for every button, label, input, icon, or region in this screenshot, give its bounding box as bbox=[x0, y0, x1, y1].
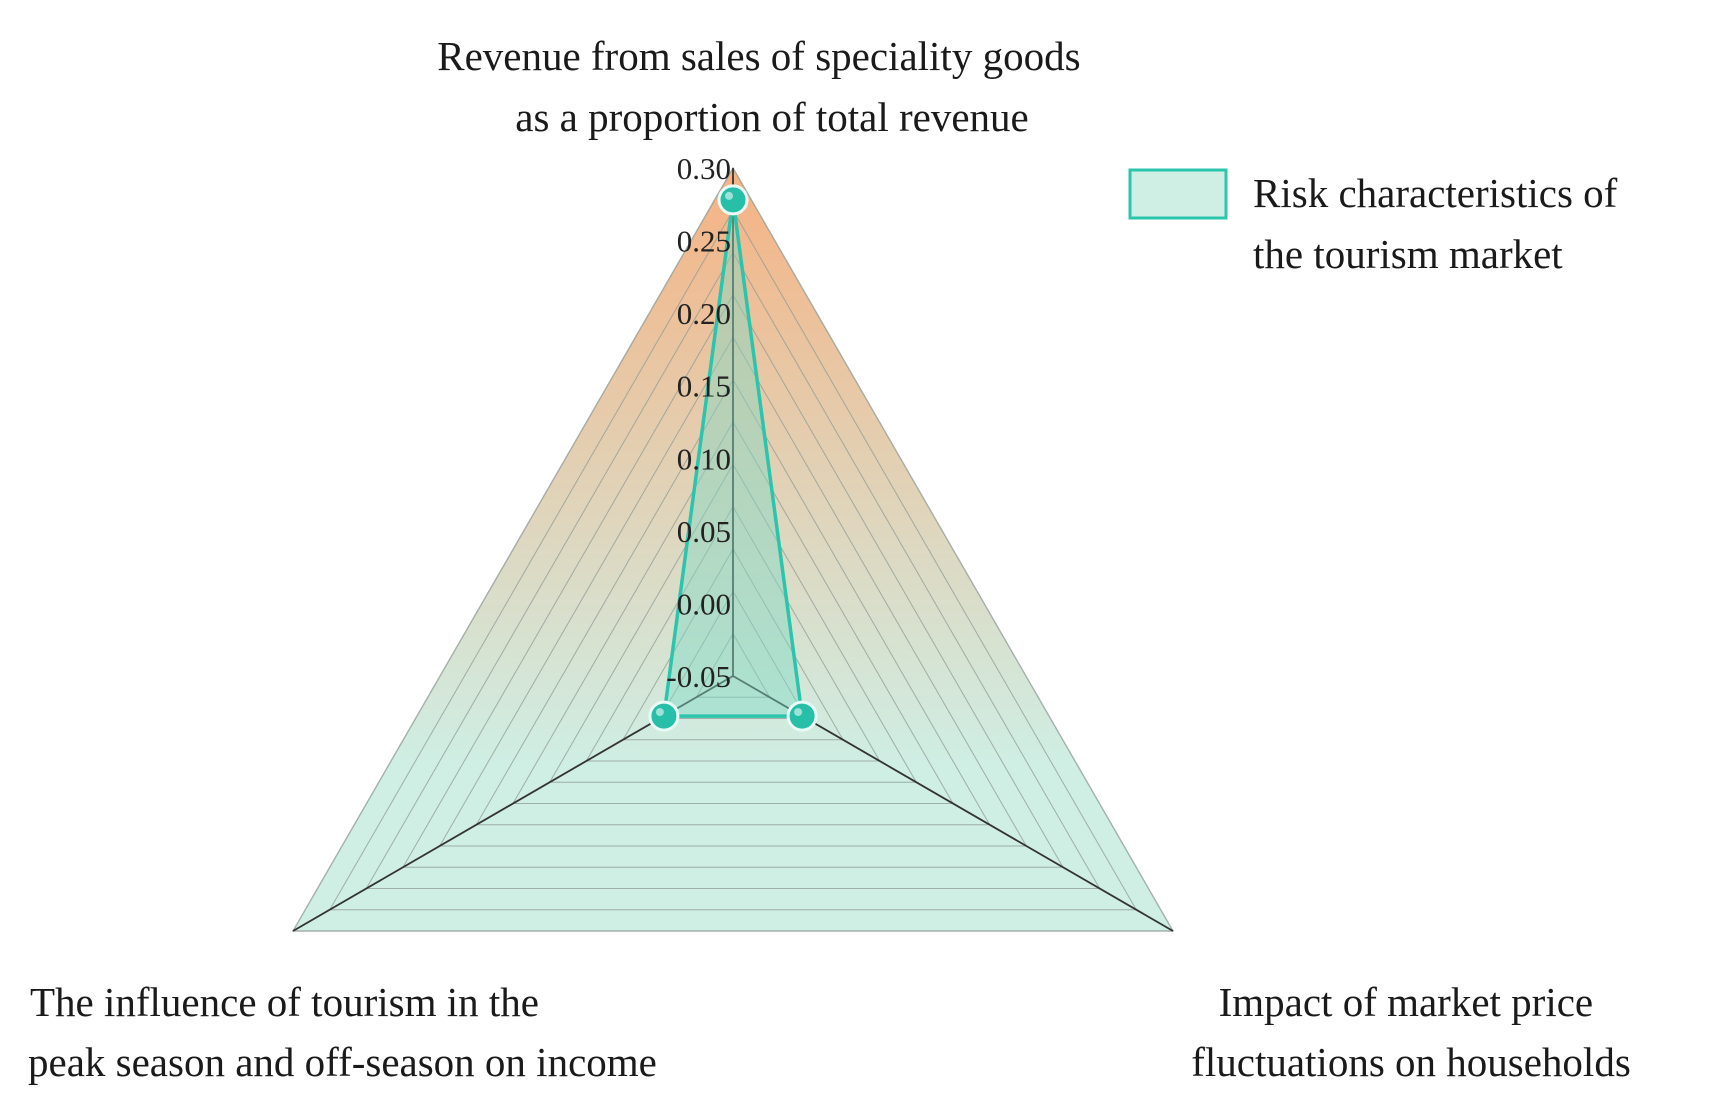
series-polygon bbox=[662, 198, 804, 718]
grid-ring bbox=[365, 251, 1101, 889]
tick-label: 0.30 bbox=[677, 151, 731, 186]
axis-title-bottom-left-line-1: The influence of tourism in the bbox=[30, 979, 539, 1025]
tick-label: -0.05 bbox=[666, 659, 731, 694]
data-point-top bbox=[717, 184, 749, 216]
data-point-highlight bbox=[655, 708, 664, 717]
axis-title-top: Revenue from sales of speciality goods a… bbox=[437, 33, 1091, 140]
axis-title-bottom-left: The influence of tourism in the peak sea… bbox=[28, 979, 657, 1085]
tick-label: 0.20 bbox=[677, 296, 731, 331]
data-point-highlight bbox=[794, 708, 803, 717]
grid-ring bbox=[512, 420, 954, 804]
axis-title-bottom-right-line-1: Impact of market price bbox=[1219, 979, 1594, 1025]
grid-ring bbox=[695, 632, 771, 698]
tick-label: 0.25 bbox=[677, 224, 731, 259]
grid-ring bbox=[291, 166, 1175, 932]
tick-label: 0.15 bbox=[677, 369, 731, 404]
grid-ring bbox=[475, 378, 991, 826]
grid-ring bbox=[328, 209, 1138, 911]
legend-swatch bbox=[1128, 168, 1228, 220]
grid-ring bbox=[585, 505, 881, 762]
grid-ring bbox=[402, 293, 1064, 868]
legend: Risk characteristics of the tourism mark… bbox=[1128, 168, 1628, 277]
grid-ring bbox=[658, 590, 808, 719]
data-point-bottom-left bbox=[648, 700, 680, 732]
legend-label: Risk characteristics of the tourism mark… bbox=[1253, 170, 1628, 277]
radar-grid bbox=[291, 166, 1175, 932]
grid-ring bbox=[438, 336, 1028, 847]
data-point-bottom-right bbox=[786, 700, 818, 732]
axis-title-top-line-1: Revenue from sales of speciality goods bbox=[437, 33, 1080, 79]
axis-title-bottom-right: Impact of market price fluctuations on h… bbox=[1191, 979, 1631, 1085]
grid-ring bbox=[622, 547, 844, 741]
grid-ring bbox=[548, 463, 918, 783]
tick-label: 0.05 bbox=[677, 514, 731, 549]
tick-label: 0.00 bbox=[677, 586, 731, 621]
axis-title-bottom-left-line-2: peak season and off-season on income bbox=[28, 1039, 657, 1085]
legend-label-line-2: the tourism market bbox=[1253, 231, 1563, 277]
legend-label-line-1: Risk characteristics of bbox=[1253, 170, 1618, 216]
axis-title-bottom-right-line-2: fluctuations on households bbox=[1191, 1039, 1631, 1085]
tick-labels: -0.05 0.00 0.05 0.10 0.15 0.20 0.25 0.30 bbox=[666, 151, 731, 694]
data-point-highlight bbox=[725, 191, 733, 200]
series-group bbox=[648, 184, 818, 732]
tick-label: 0.10 bbox=[677, 441, 731, 476]
axis-title-top-line-2: as a proportion of total revenue bbox=[515, 94, 1028, 140]
